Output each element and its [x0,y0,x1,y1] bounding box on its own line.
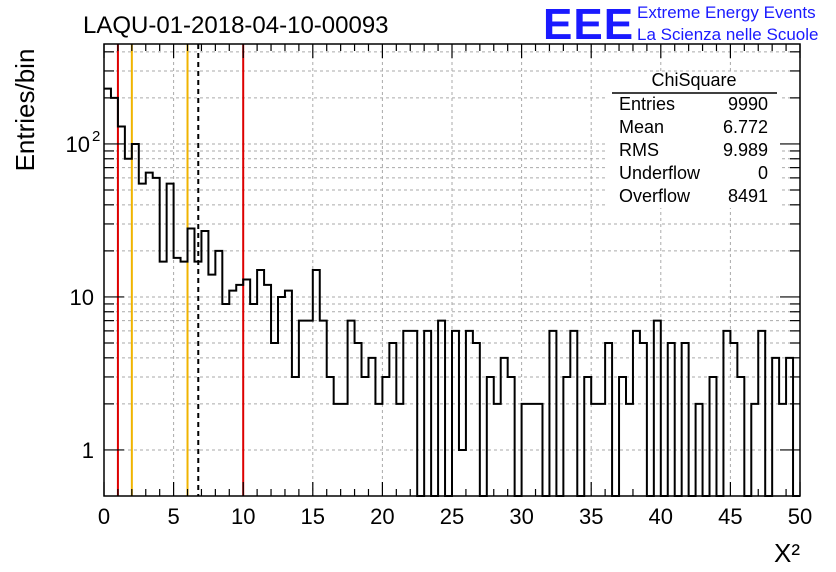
y-tick-label: 10 [70,285,94,310]
stats-row-value: 0 [758,163,768,183]
histogram-series [104,87,800,497]
stats-box-title: ChiSquare [651,70,736,90]
stats-row-label: Mean [619,117,664,137]
stats-row-value: 6.772 [723,117,768,137]
stats-row-value: 8491 [728,186,768,206]
y-tick-label-exponent: 2 [92,128,100,145]
y-axis-label: Entries/bin [10,49,40,172]
stats-row-value: 9.989 [723,140,768,160]
x-tick-label: 40 [649,504,673,529]
x-tick-label: 15 [301,504,325,529]
stats-row-label: Entries [619,94,675,114]
stats-row-label: Overflow [619,186,691,206]
stats-row-label: RMS [619,140,659,160]
vertical-marker-lines [116,44,245,496]
eee-logo-line2: La Scienza nelle Scuole [637,25,818,44]
eee-logo-mark: EEE [543,0,634,49]
x-tick-label: 10 [231,504,255,529]
stats-box-background [608,72,780,208]
eee-logo-line1: Extreme Energy Events [637,3,816,22]
x-tick-label: 25 [440,504,464,529]
y-tick-label: 10 [66,132,90,157]
eee-logo: EEE Extreme Energy Events La Scienza nel… [543,0,818,49]
x-tick-label: 35 [579,504,603,529]
chart-title: LAQU-01-2018-04-10-00093 [83,12,389,39]
x-tick-label: 30 [509,504,533,529]
stats-rows: Entries 9990 Mean 6.772 RMS 9.989 Underflow 0 Ov… [619,94,768,206]
stats-row-label: Underflow [619,163,701,183]
x-tick-label: 45 [718,504,742,529]
x-tick-labels: 0 5 10 15 20 25 30 35 40 45 50 [98,504,812,529]
x-axis-label: X² [774,538,800,568]
stats-box: ChiSquare Entries 9990 Mean 6.772 RMS 9.989 Un… [608,70,780,208]
x-tick-label: 50 [788,504,812,529]
x-tick-label: 5 [167,504,179,529]
x-tick-label: 0 [98,504,110,529]
x-tick-label: 20 [370,504,394,529]
axis-ticks [103,44,801,496]
stats-row-value: 9990 [728,94,768,114]
y-tick-label: 1 [82,438,94,463]
grid [104,44,800,496]
